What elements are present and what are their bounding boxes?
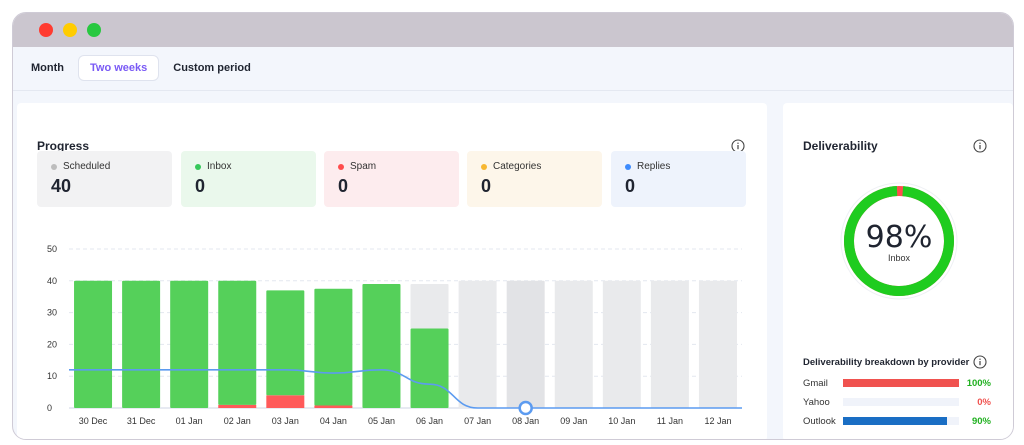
line-marker — [518, 400, 533, 416]
inbox-bar — [170, 280, 209, 408]
tab-month[interactable]: Month — [31, 62, 64, 74]
tab-custom-period[interactable]: Custom period — [173, 62, 251, 74]
y-tick-label: 30 — [47, 308, 57, 318]
inbox-bar — [218, 280, 257, 405]
y-tick-label: 40 — [47, 276, 57, 286]
x-tick-label: 01 Jan — [176, 416, 203, 426]
tabs-divider — [13, 90, 1013, 91]
x-tick-label: 09 Jan — [560, 416, 587, 426]
stat-value: 0 — [625, 176, 636, 196]
maximize-window-button[interactable] — [87, 23, 101, 37]
scheduled-dot — [51, 163, 57, 170]
y-tick-label: 0 — [47, 403, 52, 413]
inbox-bar — [314, 288, 353, 406]
stat-value: 0 — [481, 176, 492, 196]
provider-row-outlook: Outlook 90% — [803, 414, 993, 428]
replies-line — [69, 369, 742, 409]
provider-name: Yahoo — [803, 396, 830, 408]
deliverability-donut: 98% Inbox — [837, 179, 961, 303]
scheduled-bar — [410, 283, 449, 329]
app-window: Month Two weeks Custom period Progress S… — [12, 12, 1014, 440]
close-window-button[interactable] — [39, 23, 53, 37]
provider-bar-fill — [843, 417, 948, 425]
spam-bar — [266, 395, 305, 408]
y-tick-label: 20 — [47, 339, 57, 349]
stat-label: Categories — [493, 161, 542, 172]
stat-categories: Categories 0 — [467, 151, 602, 207]
provider-bar-fill — [843, 379, 959, 387]
provider-percent: 90% — [971, 415, 991, 427]
stat-value: 0 — [195, 176, 206, 196]
x-tick-label: 08 Jan — [512, 416, 539, 426]
stat-inbox: Inbox 0 — [181, 151, 316, 207]
stat-replies: Replies 0 — [611, 151, 746, 207]
inbox-bar — [74, 280, 113, 408]
replies-dot — [625, 163, 631, 170]
info-icon[interactable] — [973, 139, 987, 153]
stat-value: 40 — [51, 176, 72, 196]
provider-bar-track — [843, 417, 959, 425]
provider-name: Outlook — [803, 415, 836, 427]
deliverability-percent: 98% — [865, 219, 933, 255]
provider-bar-track — [843, 398, 959, 406]
donut-inbox-arc — [844, 186, 954, 296]
scheduled-bar — [506, 280, 545, 408]
scheduled-bar — [602, 280, 641, 408]
scheduled-bar — [554, 280, 593, 408]
donut-ring — [840, 182, 958, 300]
deliverability-sub-label: Inbox — [887, 252, 911, 263]
x-tick-label: 31 Dec — [127, 416, 156, 426]
period-tabs: Month Two weeks Custom period — [23, 55, 259, 81]
x-tick-label: 06 Jan — [416, 416, 443, 426]
deliverability-title: Deliverability — [803, 139, 878, 153]
x-tick-label: 02 Jan — [224, 416, 251, 426]
stat-value: 0 — [338, 176, 349, 196]
x-tick-label: 12 Jan — [704, 416, 731, 426]
progress-card: Progress Scheduled 40 Inbox 0 Spam 0 Cat… — [17, 103, 767, 439]
x-tick-label: 10 Jan — [608, 416, 635, 426]
progress-chart: 0 10 20 30 40 50 30 Dec 31 Dec 01 Jan 02 Jan 03 Ja… — [47, 244, 742, 426]
y-tick-label: 10 — [47, 371, 57, 381]
categories-dot — [481, 163, 487, 170]
provider-percent: 0% — [977, 396, 991, 408]
scheduled-bar — [458, 280, 497, 408]
y-tick-label: 50 — [47, 244, 57, 254]
title-bar — [13, 13, 1013, 47]
inbox-dot — [195, 163, 201, 170]
spam-bar — [314, 405, 353, 408]
breakdown-title: Deliverability breakdown by provider — [803, 357, 970, 368]
stat-label: Spam — [350, 161, 377, 172]
x-tick-label: 11 Jan — [657, 416, 683, 426]
provider-row-yahoo: Yahoo 0% — [803, 395, 993, 409]
provider-percent: 100% — [966, 377, 991, 389]
spam-bar — [218, 404, 257, 408]
x-tick-label: 07 Jan — [464, 416, 491, 426]
donut-center: 98% Inbox — [837, 179, 961, 303]
x-tick-label: 30 Dec — [79, 416, 108, 426]
donut-shadow — [840, 182, 958, 300]
x-tick-label: 04 Jan — [320, 416, 347, 426]
scheduled-bar — [698, 280, 737, 408]
stat-label: Inbox — [207, 161, 232, 172]
info-icon[interactable] — [973, 355, 987, 369]
provider-name: Gmail — [803, 377, 828, 389]
x-tick-label: 03 Jan — [272, 416, 299, 426]
inbox-bar — [266, 290, 305, 396]
inbox-bar — [122, 280, 161, 408]
stat-label: Replies — [637, 161, 671, 172]
stat-spam: Spam 0 — [324, 151, 459, 207]
provider-row-gmail: Gmail 100% — [803, 376, 993, 390]
provider-bar-track — [843, 379, 959, 387]
stat-scheduled: Scheduled 40 — [37, 151, 172, 207]
inbox-bar — [362, 283, 401, 408]
tab-two-weeks[interactable]: Two weeks — [77, 55, 160, 81]
stat-label: Scheduled — [63, 161, 111, 172]
x-tick-label: 05 Jan — [368, 416, 395, 426]
scheduled-bar — [650, 280, 689, 408]
progress-title: Progress — [37, 139, 90, 153]
spam-dot — [338, 163, 344, 170]
minimize-window-button[interactable] — [63, 23, 77, 37]
inbox-bar — [410, 328, 449, 408]
deliverability-card: Deliverability 98% Inbox Deliverability … — [783, 103, 1013, 439]
